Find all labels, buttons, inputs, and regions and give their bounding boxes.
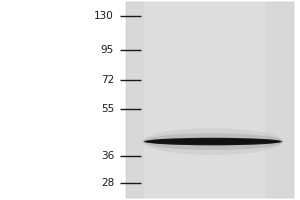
- Ellipse shape: [154, 141, 272, 142]
- Text: 130: 130: [94, 11, 114, 21]
- Text: 55: 55: [101, 104, 114, 114]
- Ellipse shape: [143, 133, 283, 150]
- Ellipse shape: [146, 139, 280, 144]
- Ellipse shape: [151, 140, 275, 143]
- Ellipse shape: [144, 138, 282, 145]
- Text: 28: 28: [101, 178, 114, 188]
- Ellipse shape: [143, 128, 283, 155]
- FancyBboxPatch shape: [126, 2, 294, 198]
- Text: 72: 72: [101, 75, 114, 85]
- FancyBboxPatch shape: [144, 2, 265, 198]
- Text: 95: 95: [101, 45, 114, 55]
- Text: 36: 36: [101, 151, 114, 161]
- Ellipse shape: [148, 140, 278, 143]
